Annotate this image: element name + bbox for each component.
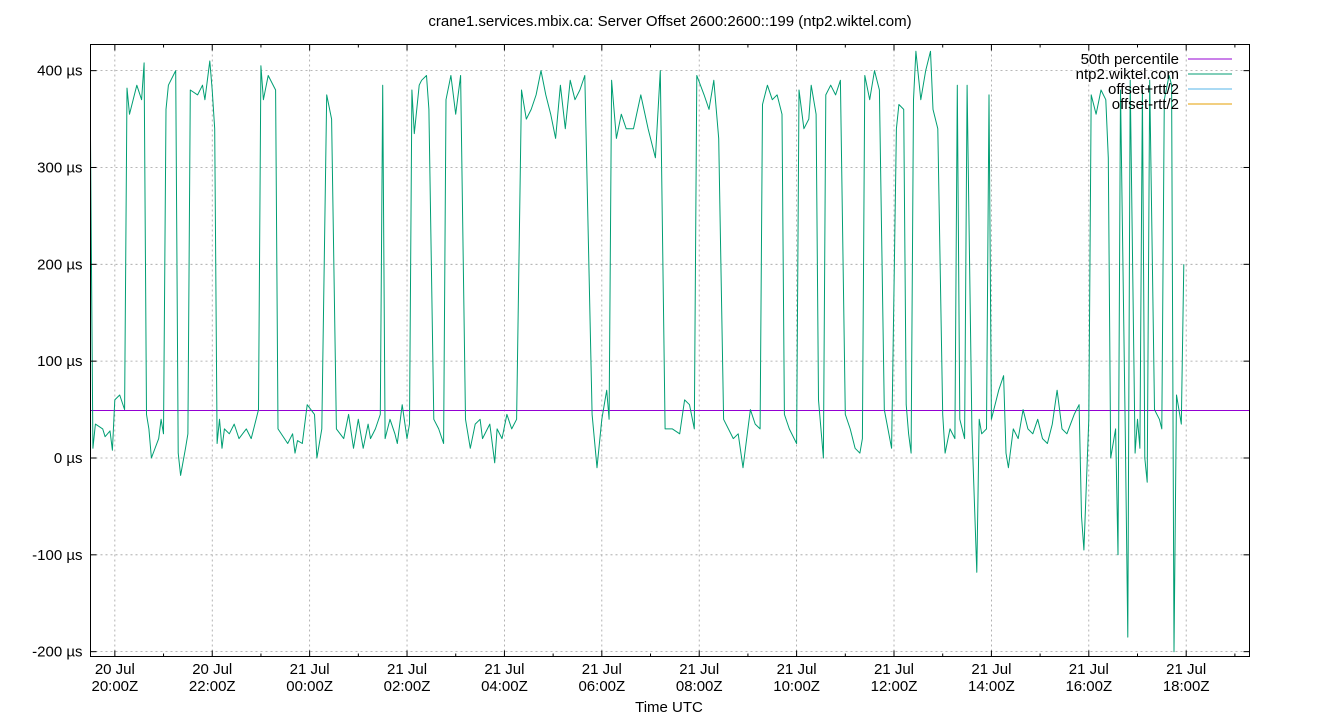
x-tick-time: 22:00Z xyxy=(189,678,236,695)
x-tick-date: 21 Jul xyxy=(290,661,330,678)
x-tick-date: 21 Jul xyxy=(679,661,719,678)
legend-label: 50th percentile xyxy=(1081,51,1179,68)
x-tick-date: 21 Jul xyxy=(777,661,817,678)
x-tick-date: 21 Jul xyxy=(971,661,1011,678)
x-tick-time: 16:00Z xyxy=(1065,678,1112,695)
axes: -200 µs -100 µs 0 µs 100 µs 200 µs 300 µs 400 … xyxy=(32,44,1250,695)
x-tick-date: 20 Jul xyxy=(95,661,135,678)
legend-label: offset+rtt/2 xyxy=(1108,81,1179,98)
x-tick-time: 10:00Z xyxy=(773,678,820,695)
chart-title: crane1.services.mbix.ca: Server Offset 2… xyxy=(428,13,911,30)
x-tick-time: 18:00Z xyxy=(1163,678,1210,695)
plot-area xyxy=(90,50,1250,653)
x-tick-time: 12:00Z xyxy=(871,678,918,695)
y-tick-label: 200 µs xyxy=(37,256,82,273)
x-tick-date: 21 Jul xyxy=(387,661,427,678)
x-tick-time: 14:00Z xyxy=(968,678,1015,695)
y-tick-label: -200 µs xyxy=(32,644,82,661)
y-tick-label: 300 µs xyxy=(37,159,82,176)
x-tick-date: 21 Jul xyxy=(1069,661,1109,678)
x-tick-time: 08:00Z xyxy=(676,678,723,695)
y-tick-label: 400 µs xyxy=(37,63,82,80)
x-tick-time: 04:00Z xyxy=(481,678,528,695)
x-tick-date: 21 Jul xyxy=(582,661,622,678)
x-tick-date: 20 Jul xyxy=(192,661,232,678)
x-tick-time: 02:00Z xyxy=(384,678,431,695)
x-tick-date: 21 Jul xyxy=(874,661,914,678)
x-tick-date: 21 Jul xyxy=(484,661,524,678)
x-tick-date: 21 Jul xyxy=(1166,661,1206,678)
x-axis-label: Time UTC xyxy=(635,699,703,716)
offset-series-line xyxy=(90,50,1185,653)
x-tick-time: 20:00Z xyxy=(91,678,138,695)
y-tick-label: 100 µs xyxy=(37,353,82,370)
x-tick-time: 00:00Z xyxy=(286,678,333,695)
y-tick-label: 0 µs xyxy=(54,450,83,467)
grid-lines xyxy=(90,44,1250,657)
legend-label: ntp2.wiktel.com xyxy=(1076,66,1179,83)
legend: 50th percentilentp2.wiktel.comoffset+rtt… xyxy=(1076,51,1232,113)
y-tick-label: -100 µs xyxy=(32,547,82,564)
x-tick-time: 06:00Z xyxy=(578,678,625,695)
plot-frame xyxy=(90,44,1250,657)
legend-label: offset-rtt/2 xyxy=(1112,96,1179,113)
